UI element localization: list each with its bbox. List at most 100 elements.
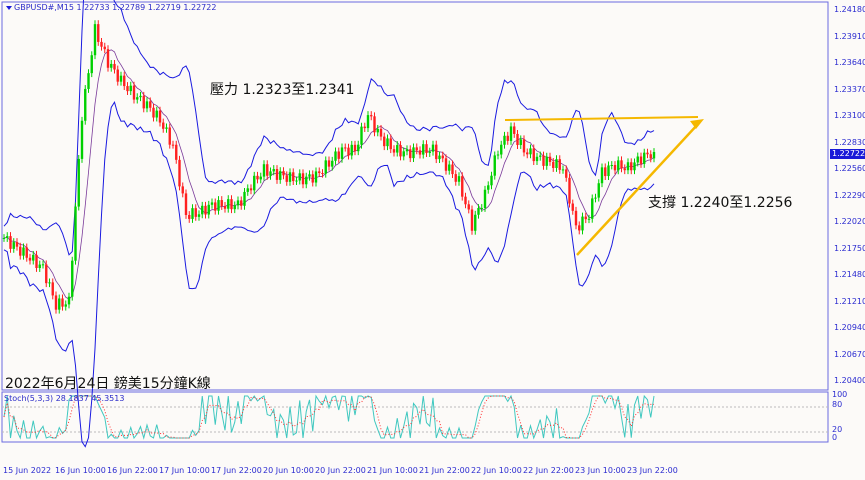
candle <box>415 147 418 151</box>
dropdown-triangle-icon[interactable] <box>6 6 12 10</box>
candle <box>197 214 201 217</box>
candle <box>87 73 90 89</box>
candle <box>490 175 493 186</box>
candle <box>509 126 513 141</box>
candle <box>19 246 22 256</box>
candle <box>435 144 438 160</box>
candle <box>366 115 370 129</box>
candle <box>438 155 441 160</box>
candle <box>340 147 344 159</box>
candle <box>6 236 9 238</box>
candle <box>90 55 93 74</box>
price-pane <box>1 1 829 391</box>
candle <box>262 164 266 177</box>
candle <box>350 144 353 156</box>
stoch-label: Stoch(5,3,3) 28.1837 45.3513 <box>4 394 125 403</box>
candle <box>480 207 483 209</box>
candle <box>457 176 461 182</box>
x-tick-label: 16 Jun 22:00 <box>107 466 158 475</box>
candle <box>149 101 152 108</box>
candle <box>119 75 123 82</box>
candle <box>461 176 464 197</box>
candle <box>357 144 360 152</box>
candle <box>32 254 35 261</box>
candle <box>97 24 100 42</box>
candle <box>623 168 626 171</box>
y-tick-label: 1.23100 <box>834 111 865 120</box>
candle <box>116 69 119 82</box>
candle <box>314 171 318 183</box>
candle <box>318 171 321 174</box>
candle <box>513 126 516 134</box>
candle <box>344 147 347 149</box>
candle <box>581 216 584 231</box>
candle <box>448 164 451 171</box>
candle <box>548 156 552 162</box>
stoch-level-label: 20 <box>832 425 843 434</box>
candle <box>337 151 340 159</box>
candle <box>240 200 243 206</box>
candle <box>467 204 470 210</box>
candle <box>178 159 181 187</box>
candle <box>571 203 574 211</box>
candle <box>253 175 256 191</box>
candle <box>454 174 457 182</box>
candle <box>613 165 617 171</box>
candle <box>311 174 314 183</box>
candle <box>379 128 383 137</box>
candle <box>587 218 591 220</box>
y-tick-label: 1.22020 <box>834 217 865 226</box>
candle <box>607 165 610 177</box>
candle <box>113 63 116 70</box>
candle <box>451 164 454 175</box>
candle <box>652 152 656 159</box>
candle <box>327 160 331 167</box>
candle <box>431 144 435 152</box>
candle <box>600 167 604 184</box>
candle <box>12 242 15 249</box>
candle <box>51 282 54 296</box>
candle <box>578 225 581 231</box>
candle <box>373 116 376 133</box>
candle <box>93 24 97 56</box>
symbol-ohlc: GBPUSD#,M15 1.22733 1.22789 1.22719 1.22… <box>14 3 217 12</box>
y-tick-label: 1.24180 <box>834 5 865 14</box>
candle <box>249 188 253 191</box>
candle <box>386 138 389 147</box>
candle <box>519 139 522 146</box>
candle <box>175 144 178 160</box>
candle <box>165 127 168 129</box>
candle <box>230 199 233 210</box>
y-tick-label: 1.20940 <box>834 323 865 332</box>
candle <box>2 237 6 239</box>
candle <box>129 85 132 92</box>
candle <box>298 173 301 181</box>
candle <box>529 148 532 155</box>
y-tick-label: 1.23640 <box>834 58 865 67</box>
resistance-trendline[interactable] <box>504 116 699 121</box>
candle <box>353 144 357 152</box>
candle <box>331 160 334 167</box>
candle <box>370 115 373 117</box>
x-tick-label: 23 Jun 22:00 <box>627 466 678 475</box>
y-tick-label: 1.22290 <box>834 190 865 200</box>
candle <box>285 175 288 182</box>
candle <box>45 264 48 284</box>
candle <box>617 160 620 171</box>
stoch-level-label: 100 <box>832 390 848 399</box>
candle <box>41 264 45 266</box>
candle <box>565 169 568 178</box>
candle <box>54 295 58 310</box>
candle <box>103 46 106 50</box>
candle <box>158 110 162 123</box>
candle <box>227 199 230 209</box>
candle <box>142 95 145 109</box>
current-price-tag: 1.22722 <box>830 149 865 159</box>
candle <box>110 63 113 68</box>
candle <box>591 198 594 219</box>
candle <box>441 155 444 159</box>
candle <box>425 144 428 154</box>
support-trendline[interactable] <box>576 123 699 256</box>
candle <box>233 205 236 210</box>
